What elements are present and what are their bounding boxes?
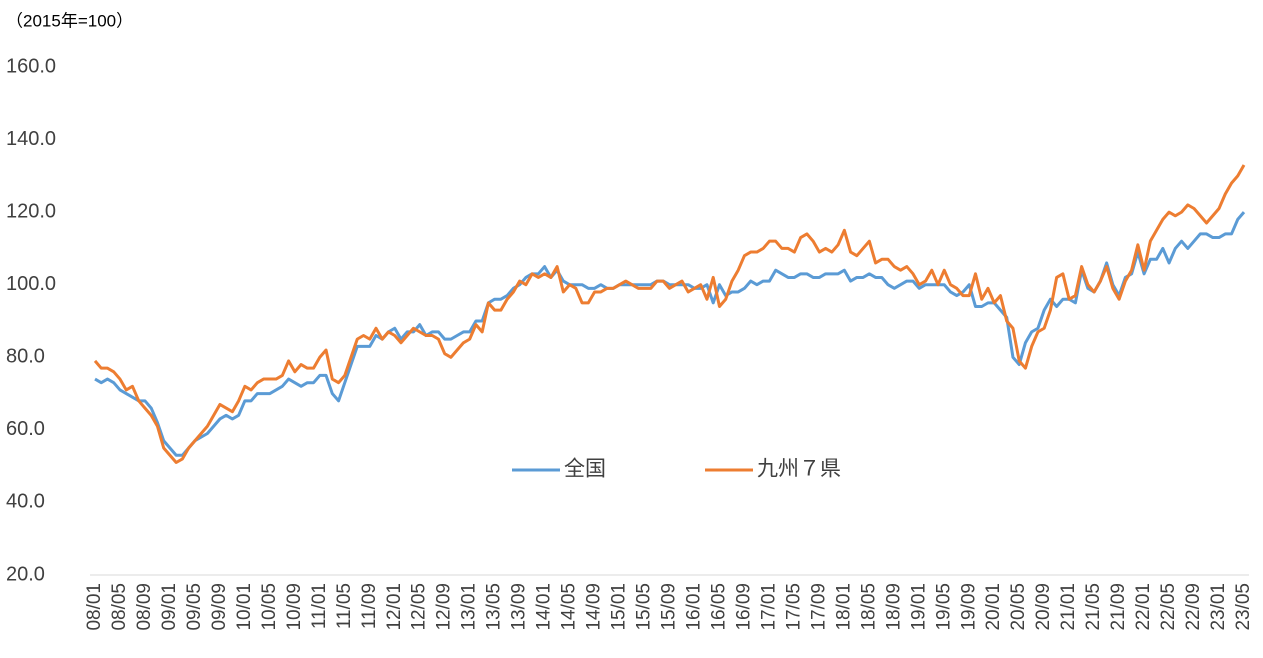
x-tick-label: 22/09 xyxy=(1183,583,1204,631)
y-tick-label: 20.0 xyxy=(6,563,45,585)
x-tick-label: 21/09 xyxy=(1108,583,1129,631)
x-tick-label: 20/01 xyxy=(983,583,1004,631)
x-tick-label: 15/05 xyxy=(634,583,655,631)
y-unit-label: （2015年=100） xyxy=(6,11,133,30)
x-tick-label: 20/09 xyxy=(1033,583,1054,631)
x-tick-label: 10/05 xyxy=(259,583,280,631)
y-tick-label: 120.0 xyxy=(6,200,56,222)
x-tick-label: 16/05 xyxy=(708,583,729,631)
x-tick-label: 08/05 xyxy=(109,583,130,631)
x-tick-label: 11/05 xyxy=(334,583,355,629)
x-tick-label: 19/01 xyxy=(908,583,929,631)
x-tick-label: 13/01 xyxy=(459,583,480,631)
y-tick-label: 40.0 xyxy=(6,491,45,513)
y-tick-label: 60.0 xyxy=(6,418,45,440)
x-tick-label: 12/09 xyxy=(434,583,455,631)
x-tick-label: 23/05 xyxy=(1233,583,1254,631)
x-tick-label: 16/01 xyxy=(683,583,704,631)
x-tick-label: 17/05 xyxy=(783,583,804,631)
x-tick-label: 20/05 xyxy=(1008,583,1029,631)
x-tick-label: 22/01 xyxy=(1133,583,1154,631)
x-tick-label: 12/05 xyxy=(409,583,430,631)
x-tick-label: 11/01 xyxy=(309,583,330,629)
x-tick-label: 18/09 xyxy=(883,583,904,631)
x-tick-label: 08/09 xyxy=(134,583,155,631)
x-tick-label: 17/09 xyxy=(808,583,829,631)
series-line xyxy=(93,164,1246,465)
x-tick-label: 13/09 xyxy=(509,583,530,631)
series-line xyxy=(94,211,1246,457)
x-tick-label: 16/09 xyxy=(733,583,754,631)
x-tick-label: 19/05 xyxy=(933,583,954,631)
x-tick-label: 13/05 xyxy=(484,583,505,631)
x-tick-label: 17/01 xyxy=(758,583,779,631)
x-tick-label: 18/05 xyxy=(858,583,879,631)
x-tick-label: 21/05 xyxy=(1083,583,1104,631)
x-tick-label: 08/01 xyxy=(84,583,105,631)
y-tick-label: 80.0 xyxy=(6,346,45,368)
y-tick-label: 100.0 xyxy=(6,273,56,295)
x-tick-label: 09/01 xyxy=(159,583,180,631)
x-tick-label: 22/05 xyxy=(1158,583,1179,631)
x-tick-label: 10/09 xyxy=(284,583,305,631)
x-tick-label: 10/01 xyxy=(234,583,255,631)
x-tick-label: 15/09 xyxy=(659,583,680,631)
x-tick-label: 14/01 xyxy=(534,583,555,631)
x-tick-label: 14/09 xyxy=(584,583,605,631)
legend-label: 九州７県 xyxy=(757,458,841,481)
y-tick-label: 140.0 xyxy=(6,128,56,150)
x-tick-label: 23/01 xyxy=(1208,583,1229,631)
x-tick-label: 15/01 xyxy=(609,583,630,631)
x-tick-label: 09/05 xyxy=(184,583,205,631)
x-tick-label: 09/09 xyxy=(209,583,230,631)
x-tick-label: 21/01 xyxy=(1058,583,1079,631)
legend-label: 全国 xyxy=(564,458,606,481)
x-tick-label: 12/01 xyxy=(384,583,405,631)
x-tick-label: 18/01 xyxy=(833,583,854,631)
y-tick-label: 160.0 xyxy=(6,55,56,77)
x-tick-label: 19/09 xyxy=(958,583,979,631)
x-tick-label: 14/05 xyxy=(559,583,580,631)
x-tick-label: 11/09 xyxy=(359,583,380,629)
